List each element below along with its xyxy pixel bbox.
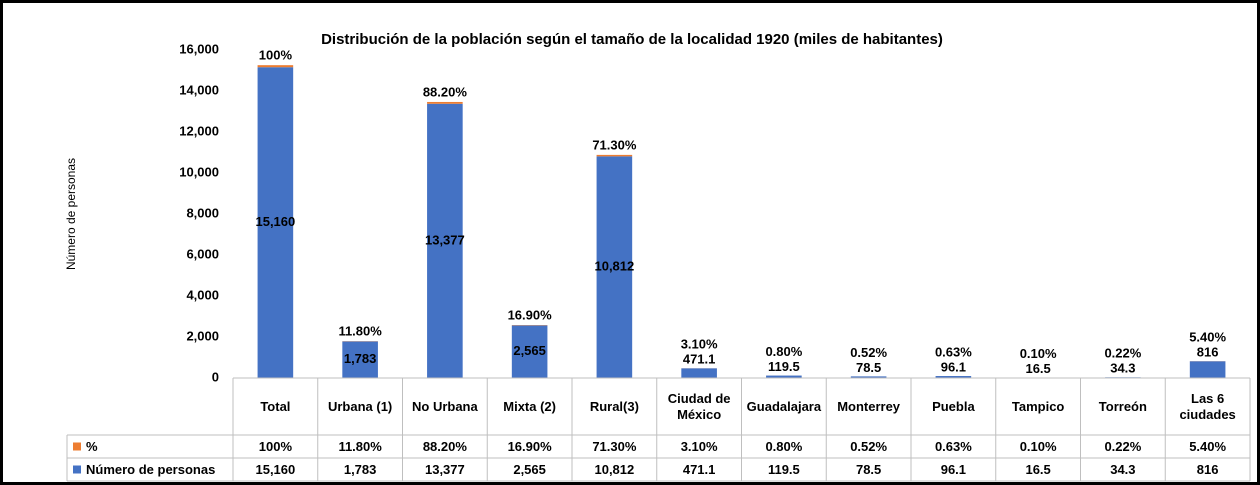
table-cell: 2,565 <box>513 461 546 477</box>
table-cell: % <box>86 438 98 454</box>
table-cell: Número de personas <box>86 461 216 477</box>
bar <box>1189 361 1226 378</box>
data-label: 100% <box>259 48 293 63</box>
table-cell: 5.40% <box>1189 438 1227 454</box>
data-label: 11.80% <box>338 324 382 339</box>
table-cell: Urbana (1) <box>327 398 393 414</box>
data-label: 96.1 <box>941 359 966 374</box>
table-cell: Las 6 ciudades <box>1179 390 1236 422</box>
table-cell: 16.90% <box>507 438 552 454</box>
table-cell: 13,377 <box>424 461 465 477</box>
table-cell: 471.1 <box>682 461 716 477</box>
table-cell: 78.5 <box>855 461 882 477</box>
y-tick-label: 12,000 <box>179 123 219 138</box>
table-cell: Rural(3) <box>589 398 639 414</box>
bar <box>257 65 294 68</box>
table-cell: 34.3 <box>1110 461 1136 477</box>
data-label: 119.5 <box>768 359 800 374</box>
y-axis-label: Número de personas <box>64 158 78 270</box>
legend-marker <box>73 465 81 474</box>
bar <box>850 376 887 378</box>
data-label: 0.52% <box>850 345 887 360</box>
table-cell: 1,783 <box>343 461 377 477</box>
data-label: 0.80% <box>765 344 802 359</box>
bar <box>935 376 972 378</box>
table-cell: 0.52% <box>850 438 888 454</box>
bar <box>596 156 633 378</box>
data-label: 3.10% <box>681 337 718 352</box>
table-cell: 11.80% <box>338 438 382 454</box>
data-label: 88.20% <box>423 84 468 99</box>
bar <box>766 375 802 378</box>
data-label: 13,377 <box>425 232 465 247</box>
data-label: 16.5 <box>1025 361 1050 376</box>
data-label: 1,783 <box>344 351 377 366</box>
table-cell: 16.5 <box>1025 461 1051 477</box>
table-cell: No Urbana <box>412 398 478 414</box>
bar <box>511 325 548 378</box>
table-cell: Guadalajara <box>746 398 822 414</box>
table-cell: 96.1 <box>940 461 967 477</box>
data-label: 0.63% <box>935 344 972 359</box>
y-tick-label: 6,000 <box>186 246 219 261</box>
table-cell: 119.5 <box>767 461 800 477</box>
table-cell: Tampico <box>1011 398 1065 414</box>
data-label: 0.10% <box>1020 346 1057 361</box>
y-tick-label: 8,000 <box>186 205 219 220</box>
bar <box>596 154 633 157</box>
table-cell: 0.80% <box>765 438 803 454</box>
bar <box>427 103 463 379</box>
table-cell: 3.10% <box>680 438 718 454</box>
table-cell: 0.63% <box>934 438 972 454</box>
table-cell: 10,812 <box>594 461 635 477</box>
table-cell: 88.20% <box>422 438 467 454</box>
bar <box>427 101 463 104</box>
legend-marker <box>73 442 81 451</box>
table-cell: Monterrey <box>837 398 901 414</box>
table-cell: 15,160 <box>255 461 296 477</box>
table-cell: 71.30% <box>592 438 637 454</box>
y-tick-label: 10,000 <box>179 164 219 179</box>
y-tick-label: 2,000 <box>186 328 219 343</box>
bar <box>342 341 378 378</box>
data-label: 2,565 <box>513 343 546 358</box>
table-cell: 0.10% <box>1019 438 1057 454</box>
data-label: 5.40% <box>1189 330 1226 345</box>
y-tick-label: 16,000 <box>179 41 219 56</box>
data-label: 34.3 <box>1110 361 1135 376</box>
table-cell: Torreón <box>1098 398 1147 414</box>
chart-title: Distribución de la población según el ta… <box>321 31 943 48</box>
bar <box>257 67 294 378</box>
y-tick-label: 4,000 <box>186 287 219 302</box>
data-label: 471.1 <box>683 352 716 367</box>
data-label: 816 <box>1197 345 1219 360</box>
table-cell: 100% <box>258 438 292 454</box>
table-cell: Total <box>260 398 291 414</box>
table-cell: 0.22% <box>1104 438 1142 454</box>
table-cell: Mixta (2) <box>503 398 556 414</box>
y-tick-label: 14,000 <box>179 82 219 97</box>
bar <box>681 368 717 378</box>
table-cell: Puebla <box>932 398 975 414</box>
data-label: 78.5 <box>856 360 881 375</box>
data-label: 71.30% <box>592 137 637 152</box>
data-label: 16.90% <box>508 308 553 323</box>
data-label: 15,160 <box>255 214 295 229</box>
data-label: 10,812 <box>594 259 634 274</box>
table-cell: Ciudad de México <box>667 390 731 422</box>
y-tick-label: 0 <box>212 369 219 384</box>
data-label: 0.22% <box>1104 346 1141 361</box>
table-cell: 816 <box>1196 461 1219 477</box>
